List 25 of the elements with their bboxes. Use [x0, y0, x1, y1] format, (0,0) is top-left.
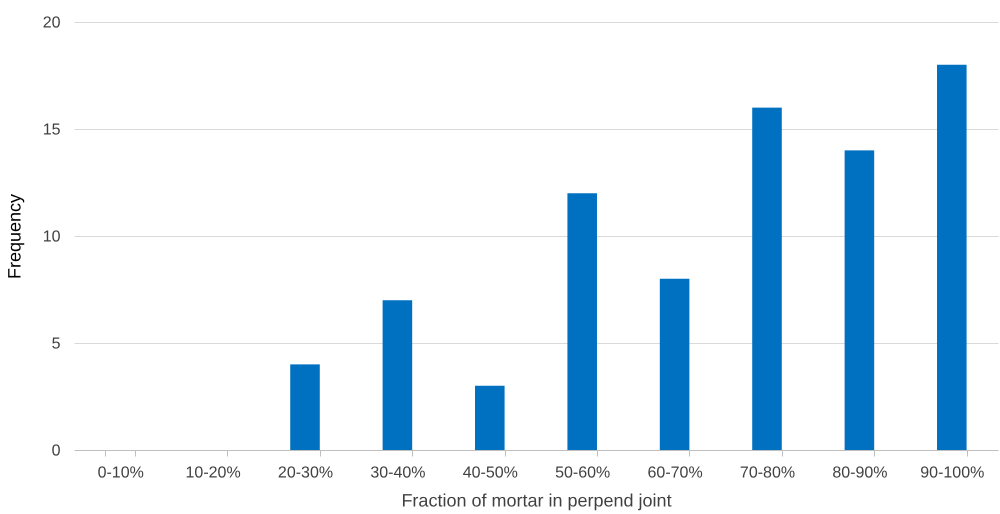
bar — [475, 386, 505, 450]
x-tick-label: 30-40% — [370, 464, 426, 482]
y-tick-label: 5 — [52, 336, 61, 352]
y-tick-label: 15 — [42, 122, 61, 138]
y-tick-label: 20 — [42, 14, 61, 32]
y-tick-label: 10 — [42, 228, 61, 246]
x-tick-label: 10-20% — [186, 464, 241, 482]
x-axis-title: Fraction of mortar in perpend joint — [401, 490, 672, 510]
bar — [567, 193, 597, 450]
bar — [844, 150, 874, 450]
x-tick-label: 60-70% — [648, 464, 703, 482]
x-tick-label: 20-30% — [278, 464, 334, 482]
bar — [937, 64, 967, 450]
bar — [290, 364, 320, 450]
x-tick-label: 40-50% — [462, 464, 518, 482]
bar — [752, 108, 782, 450]
bar — [382, 300, 412, 450]
x-tick-label: 90-100% — [920, 464, 984, 482]
y-axis-title: Frequency — [4, 194, 25, 280]
x-tick-label: 80-90% — [832, 464, 888, 482]
bar — [660, 278, 690, 450]
y-tick-label: 0 — [52, 442, 61, 460]
x-tick-label: 0-10% — [98, 464, 144, 482]
x-tick-label: 70-80% — [740, 464, 796, 482]
x-tick-label: 50-60% — [555, 464, 610, 482]
